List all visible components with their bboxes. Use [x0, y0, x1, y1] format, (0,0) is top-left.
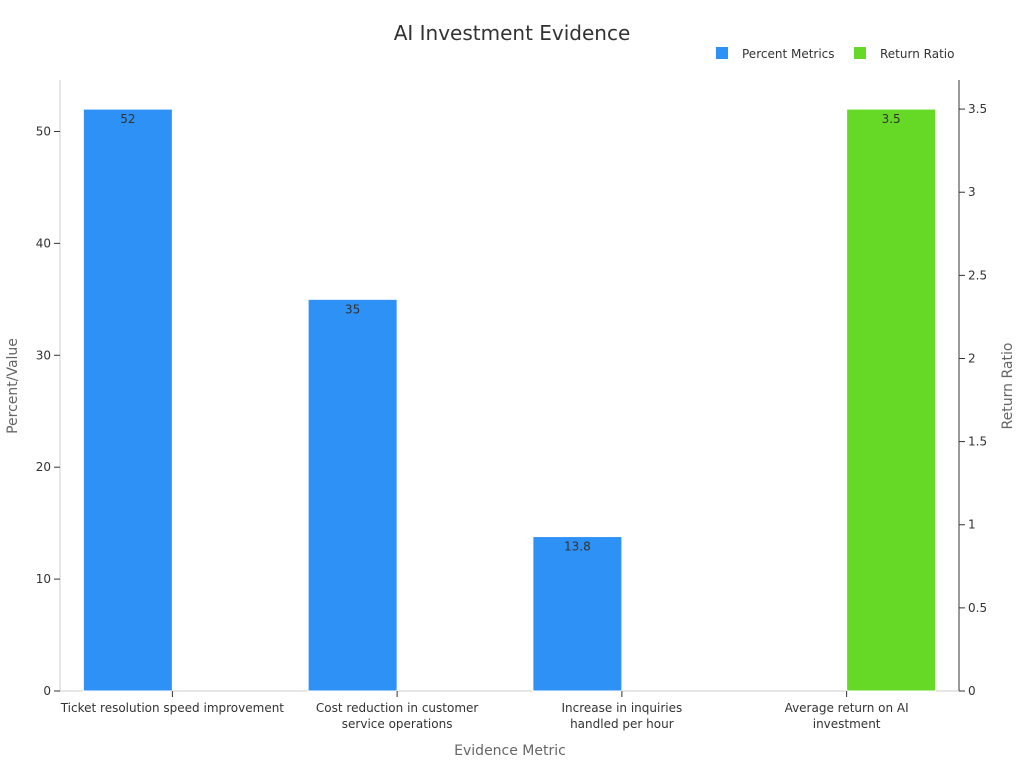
y2-axis-title: Return Ratio [1000, 343, 1016, 430]
y-tick-label: 20 [36, 460, 51, 474]
y2-tick-label: 2.5 [968, 268, 987, 282]
x-categories: Ticket resolution speed improvement Cost … [60, 691, 909, 731]
legend-label-return-ratio: Return Ratio [880, 47, 954, 61]
chart-title: AI Investment Evidence [394, 21, 631, 45]
y-tick-label: 30 [36, 348, 51, 362]
x-category-label: Average return on AI [785, 701, 909, 715]
y-tick-label: 50 [36, 124, 51, 138]
y2-tick-label: 1 [968, 518, 976, 532]
x-category-label: handled per hour [570, 717, 674, 731]
y2-tick-label: 0.5 [968, 601, 987, 615]
x-category-label: Increase in inquiries [562, 701, 683, 715]
y2-tick-label: 3.5 [968, 102, 987, 116]
bar-percent-metrics-0 [82, 108, 173, 692]
legend-swatch-return-ratio [854, 47, 866, 59]
data-label: 35 [345, 302, 360, 316]
x-category-label: Ticket resolution speed improvement [60, 701, 285, 715]
y-tick-label: 0 [43, 684, 51, 698]
bar-percent-metrics-1 [307, 298, 398, 692]
bar-return-ratio-3 [846, 108, 937, 692]
y2-tick-label: 2 [968, 351, 976, 365]
y2-tick-label: 1.5 [968, 435, 987, 449]
x-category-label: service operations [342, 717, 453, 731]
data-label: 52 [120, 112, 135, 126]
y-tick-label: 10 [36, 572, 51, 586]
data-label: 3.5 [882, 112, 901, 126]
y-axis-title: Percent/Value [5, 338, 21, 434]
y2-tick-label: 3 [968, 185, 976, 199]
y-tick-label: 40 [36, 236, 51, 250]
legend: Percent Metrics Return Ratio [716, 47, 954, 61]
data-label: 13.8 [564, 540, 591, 554]
y2-tick-label: 0 [968, 684, 976, 698]
legend-swatch-percent-metrics [716, 47, 728, 59]
x-axis-title: Evidence Metric [454, 743, 566, 759]
bars: 52 35 13.8 3.5 [82, 108, 937, 692]
bar-percent-metrics-2 [532, 536, 623, 692]
right-ticks: 0 0.5 1 1.5 2 2.5 3 3.5 [959, 102, 987, 698]
x-category-label: investment [813, 717, 881, 731]
legend-label-percent-metrics: Percent Metrics [742, 47, 835, 61]
left-ticks: 0 10 20 30 40 50 [36, 124, 60, 698]
x-category-label: Cost reduction in customer [316, 701, 478, 715]
